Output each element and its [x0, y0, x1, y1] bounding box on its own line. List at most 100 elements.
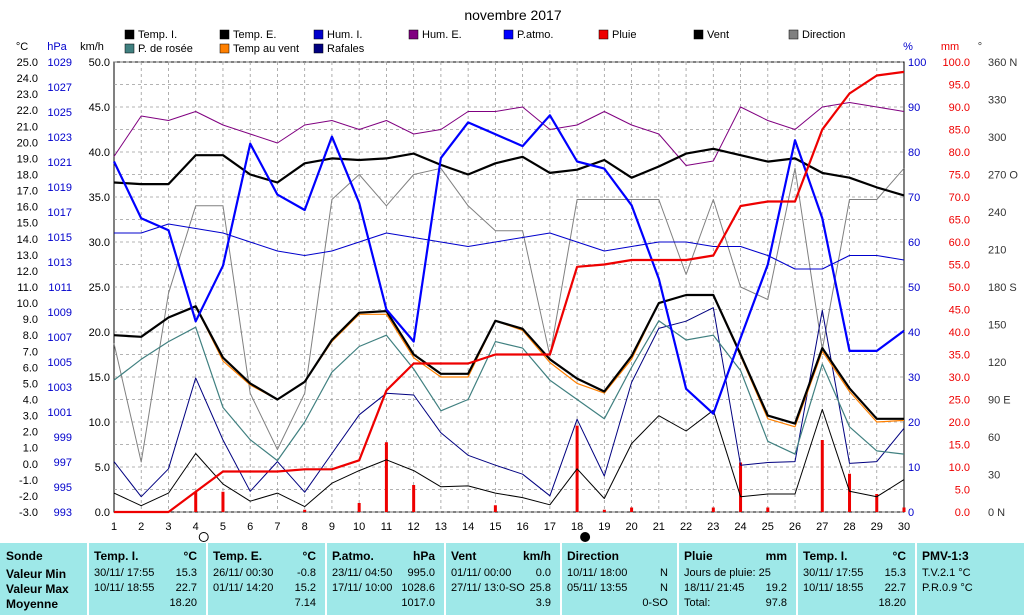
tick-label-wind_kmh: 15.0: [89, 372, 110, 384]
tick-label-wind_kmh: 20.0: [89, 327, 110, 339]
tick-label-wind_kmh: 5.0: [95, 462, 110, 474]
table-value: 0.0: [535, 567, 551, 579]
x-axis: 1 2 3 4 5 6 7 8 9 10 11 12 13 14 15 16 17 18 19 20 21 22 23 24 2…: [111, 521, 910, 542]
chart-title: novembre 2017: [464, 7, 562, 23]
legend-swatch: [313, 29, 324, 40]
series-lines: [113, 70, 905, 514]
table-column: Temp. I. °C 30/11/ 17:55 10/11/ 18:55 15.3 22…: [88, 543, 207, 615]
tick-label-humidity_pct: 40: [908, 327, 920, 339]
axis-unit-wind_kmh: km/h: [80, 41, 104, 53]
tick-label-rain_mm: 50.0: [949, 282, 970, 294]
tick-label-temp_c: 14.0: [17, 234, 38, 246]
rain-bar-day-4: [194, 491, 198, 512]
legend-swatch: [219, 43, 230, 54]
tick-label-rain_mm: 60.0: [949, 237, 970, 249]
rain-bar-day-24: [739, 462, 743, 512]
tick-label-rain_mm: 75.0: [949, 170, 970, 182]
tick-label-direction_deg: 330: [988, 95, 1006, 107]
x-tick-label: 19: [598, 521, 610, 533]
tick-label-wind_kmh: 0.0: [95, 507, 110, 519]
table-column: P.atmo. hPa 23/11/ 04:50 17/11/ 10:00 995.0 1…: [326, 543, 445, 615]
tick-label-pressure_hpa: 993: [54, 507, 72, 519]
tick-label-rain_mm: 80.0: [949, 147, 970, 159]
axes: 25.0 24.0 23.0 22.0 21.0 20.0 19.0 18.0 17.0 16.0…: [16, 41, 1019, 519]
tick-label-temp_c: 13.0: [17, 250, 38, 262]
column-header: PMV-1:3: [922, 549, 969, 563]
tick-label-wind_kmh: 35.0: [89, 192, 110, 204]
table-value: 1028.6: [401, 582, 435, 594]
x-tick-label: 1: [111, 521, 117, 533]
tick-label-pressure_hpa: 1003: [48, 382, 72, 394]
tick-label-humidity_pct: 30: [908, 372, 920, 384]
tick-label-temp_c: 8.0: [23, 330, 38, 342]
tick-label-pressure_hpa: 1007: [48, 332, 72, 344]
tick-label-direction_deg: 270 O: [988, 170, 1018, 182]
legend-label: Temp au vent: [233, 43, 299, 55]
table-column: PMV-1:3 T.V.2.1 °C P.R.0.9 °C: [916, 543, 1024, 615]
tick-label-temp_c: 19.0: [17, 153, 38, 165]
tick-label-pressure_hpa: 1025: [48, 107, 72, 119]
table-value: 22.7: [175, 582, 197, 594]
table-cell: Jours de pluie: 25: [684, 567, 771, 579]
x-tick-label: 8: [302, 521, 308, 533]
tick-label-wind_kmh: 45.0: [89, 102, 110, 114]
table-value: 19.2: [765, 582, 787, 594]
table-column: Temp. E. °C 26/11/ 00:30 01/11/ 14:20 -0.8 15…: [207, 543, 326, 615]
table-value: 15.2: [294, 582, 316, 594]
rain-bar-day-8: [303, 509, 307, 512]
table-value: 15.3: [175, 567, 197, 579]
table-cell: 01/11/ 14:20: [213, 582, 274, 594]
column-header: P.atmo.: [332, 549, 374, 563]
x-tick-label: 18: [571, 521, 583, 533]
rain-bar-day-20: [630, 507, 634, 512]
table-cell: 26/11/ 00:30: [213, 567, 274, 579]
rain-bar-day-28: [848, 473, 852, 512]
rain-bar-day-10: [357, 503, 361, 512]
tick-label-humidity_pct: 50: [908, 282, 920, 294]
legend-label: Temp. I.: [138, 29, 177, 41]
tick-label-temp_c: 22.0: [17, 105, 38, 117]
x-tick-label: 14: [462, 521, 474, 533]
x-tick-label: 10: [353, 521, 365, 533]
column-header: Vent: [451, 549, 477, 563]
x-tick-label: 29: [871, 521, 883, 533]
rain-bar-day-5: [221, 491, 225, 512]
column-unit: °C: [302, 549, 316, 563]
tick-label-humidity_pct: 80: [908, 147, 920, 159]
tick-label-temp_c: 12.0: [17, 266, 38, 278]
tick-label-rain_mm: 25.0: [949, 395, 970, 407]
tick-label-rain_mm: 95.0: [949, 80, 970, 92]
x-tick-label: 6: [247, 521, 253, 533]
x-tick-label: 27: [816, 521, 828, 533]
table-column: Vent km/h 01/11/ 00:00 27/11/ 13:0-SO 0.0 25.…: [445, 543, 561, 615]
x-tick-label: 25: [762, 521, 774, 533]
tick-label-rain_mm: 55.0: [949, 260, 970, 272]
weather-chart: novembre 2017 Temp. I. Temp. E. Hum. I. Hum…: [16, 7, 1019, 542]
tick-label-humidity_pct: 90: [908, 102, 920, 114]
x-tick-label: 23: [707, 521, 719, 533]
legend-label: Temp. E.: [233, 29, 276, 41]
table-value: 22.7: [884, 582, 906, 594]
tick-label-rain_mm: 20.0: [949, 417, 970, 429]
tick-label-direction_deg: 360 N: [988, 57, 1017, 69]
column-unit: km/h: [522, 549, 551, 563]
tick-label-direction_deg: 0 N: [988, 507, 1005, 519]
legend-label: P. de rosée: [138, 43, 193, 55]
table-cell: Valeur Max: [6, 582, 69, 596]
table-column: Sonde Valeur Min Valeur Max Moyenne: [0, 543, 88, 615]
legend-label: Vent: [707, 29, 729, 41]
tick-label-temp_c: 0.0: [23, 459, 38, 471]
table-cell: Moyenne: [6, 597, 59, 611]
series-rafales: [113, 307, 905, 498]
tick-label-pressure_hpa: 1023: [48, 132, 72, 144]
tick-label-temp_c: 7.0: [23, 346, 38, 358]
table-value: 7.14: [294, 597, 316, 609]
column-separator: [87, 543, 89, 615]
legend: Temp. I. Temp. E. Hum. I. Hum. E. P.atmo. Plu…: [124, 29, 845, 55]
moon-full-icon: [580, 532, 591, 542]
tick-label-direction_deg: 300: [988, 132, 1006, 144]
tick-label-rain_mm: 70.0: [949, 192, 970, 204]
tick-label-pressure_hpa: 997: [54, 457, 72, 469]
table-cell: 30/11/ 17:55: [803, 567, 864, 579]
axis-unit-temp_c: °C: [16, 41, 28, 53]
